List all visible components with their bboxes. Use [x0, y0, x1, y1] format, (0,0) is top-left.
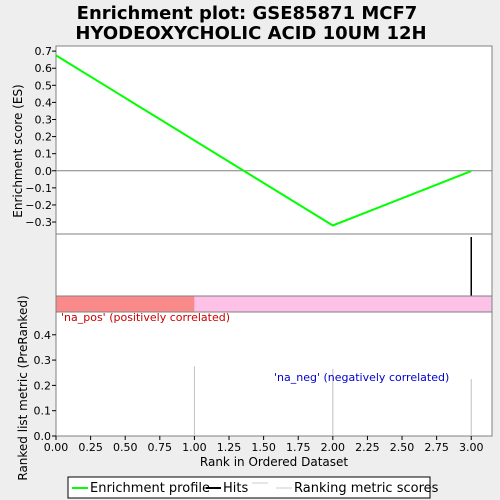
gradient-pos-segment [56, 296, 195, 312]
enrichment-panel-background [55, 45, 493, 235]
x-tick-label: 1.75 [286, 441, 311, 454]
chart-title-line1: Enrichment plot: GSE85871 MCF7 [77, 3, 418, 24]
x-tick-label: 0.25 [78, 441, 103, 454]
ranked-list-y-axis-label: Ranked list metric (PreRanked) [16, 295, 30, 480]
x-tick-label: 2.00 [321, 441, 346, 454]
es-y-tick-label: 0.2 [35, 131, 53, 144]
legend-ranking-metric-label: Ranking metric scores [294, 481, 439, 496]
legend-hits-label: Hits [223, 481, 248, 496]
es-y-tick-label: 0.1 [35, 148, 53, 161]
negative-correlation-label: 'na_neg' (negatively correlated) [274, 371, 449, 384]
enrichment-panel: −0.3 −0.2 −0.1 0.0 0.1 0.2 0.3 0.4 0.5 0.6 0.7 Enr… [11, 45, 493, 235]
es-y-tick-label: −0.1 [25, 182, 52, 195]
es-y-tick-label: −0.2 [25, 199, 52, 212]
legend-enrichment-profile-label: Enrichment profile [90, 481, 210, 496]
x-tick-label: 1.25 [217, 441, 242, 454]
x-tick-label: 2.75 [424, 441, 449, 454]
x-tick-label: 1.00 [182, 441, 207, 454]
x-tick-label: 0.00 [44, 441, 69, 454]
x-tick-label: 3.00 [459, 441, 484, 454]
x-tick-label: 1.50 [251, 441, 276, 454]
rl-y-tick-label: 0.4 [34, 329, 52, 342]
es-y-tick-label: 0.0 [35, 165, 53, 178]
legend-box [67, 476, 431, 499]
positive-correlation-label: 'na_pos' (positively correlated) [61, 311, 230, 324]
chart-title-line2: HYODEOXYCHOLIC ACID 10UM 12H [75, 23, 426, 44]
x-tick-label: 0.50 [113, 441, 138, 454]
rl-y-tick-label: 0.1 [34, 405, 52, 418]
x-axis-label: Rank in Ordered Dataset [200, 455, 348, 469]
rl-y-tick-label: 0.0 [34, 430, 52, 443]
legend: Enrichment profile Hits Ranking metric s… [67, 476, 439, 499]
es-y-tick-label: −0.3 [25, 216, 52, 229]
rl-y-tick-label: 0.2 [34, 379, 52, 392]
rl-y-tick-label: 0.3 [34, 354, 52, 367]
es-y-tick-label: 0.4 [35, 96, 53, 109]
gradient-neg-segment [194, 296, 492, 312]
x-tick-label: 0.75 [148, 441, 173, 454]
enrichment-profile-line [55, 54, 472, 227]
es-y-tick-label: 0.5 [35, 79, 53, 92]
hits-panel [55, 233, 493, 313]
ranked-list-panel-background [55, 311, 493, 437]
ranked-list-panel: 0.0 0.1 0.2 0.3 0.4 0.00 0.25 0.50 0.75 1.00 1.25… [16, 295, 493, 481]
x-tick-label: 2.25 [355, 441, 380, 454]
es-y-tick-label: 0.3 [35, 113, 53, 126]
es-y-tick-label: 0.6 [35, 62, 53, 75]
x-tick-label: 2.50 [390, 441, 415, 454]
enrichment-y-axis-label: Enrichment score (ES) [11, 84, 25, 217]
es-y-tick-label: 0.7 [35, 45, 53, 58]
hits-panel-background [55, 233, 493, 297]
